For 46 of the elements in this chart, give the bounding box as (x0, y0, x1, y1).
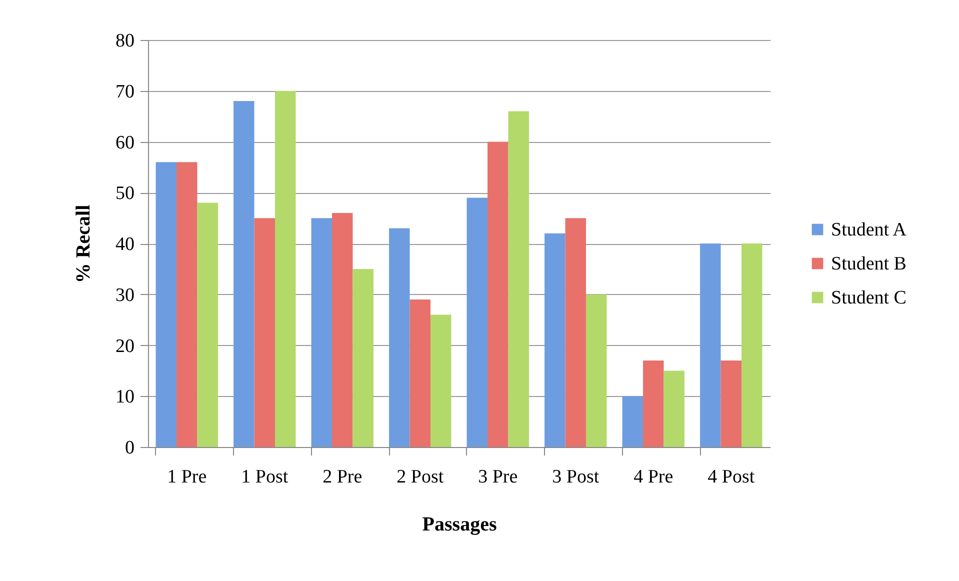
bar (508, 111, 529, 447)
x-tick-label: 2 Pre (322, 466, 362, 488)
x-tick-label: 3 Post (552, 466, 600, 488)
x-tick-label: 2 Post (396, 466, 444, 488)
y-tick-label: 30 (116, 284, 134, 306)
bar (622, 396, 644, 447)
y-tick-label: 40 (116, 234, 134, 255)
legend-label: Student A (831, 220, 907, 240)
bar (741, 244, 762, 447)
y-tick-label: 80 (116, 30, 134, 52)
bar (466, 198, 488, 447)
x-tick-label: 1 Post (241, 466, 289, 488)
bar (643, 360, 664, 447)
x-tick-label: 1 Pre (167, 466, 207, 488)
y-tick-label: 10 (116, 386, 134, 408)
bar (488, 142, 508, 447)
x-axis-title: Passages (422, 514, 497, 536)
bar (274, 90, 296, 447)
bar (664, 370, 684, 447)
legend-label: Student B (831, 254, 906, 274)
bar (700, 244, 721, 447)
bar (254, 218, 275, 447)
y-tick-label: 50 (116, 183, 134, 204)
y-tick-label: 20 (116, 336, 134, 357)
y-axis-title: % Recall (72, 204, 94, 284)
x-tick-label: 4 Pre (634, 466, 674, 488)
bar (352, 268, 374, 447)
bar (565, 218, 586, 447)
bar (720, 360, 742, 447)
y-tick-label: 70 (116, 81, 134, 102)
x-tick-label: 3 Pre (478, 466, 518, 488)
bar (176, 162, 198, 447)
bar (332, 212, 353, 447)
bar (544, 233, 566, 447)
legend-label: Student C (831, 288, 906, 308)
y-tick-label: 0 (125, 438, 134, 458)
bar (234, 101, 254, 447)
bar (410, 299, 430, 447)
bar (430, 314, 452, 447)
bar (197, 202, 218, 447)
bar (156, 162, 177, 447)
x-tick-label: 4 Post (708, 466, 756, 488)
bar (586, 294, 607, 447)
y-tick-label: 60 (116, 132, 134, 154)
bar (311, 218, 332, 447)
bar (389, 228, 410, 447)
